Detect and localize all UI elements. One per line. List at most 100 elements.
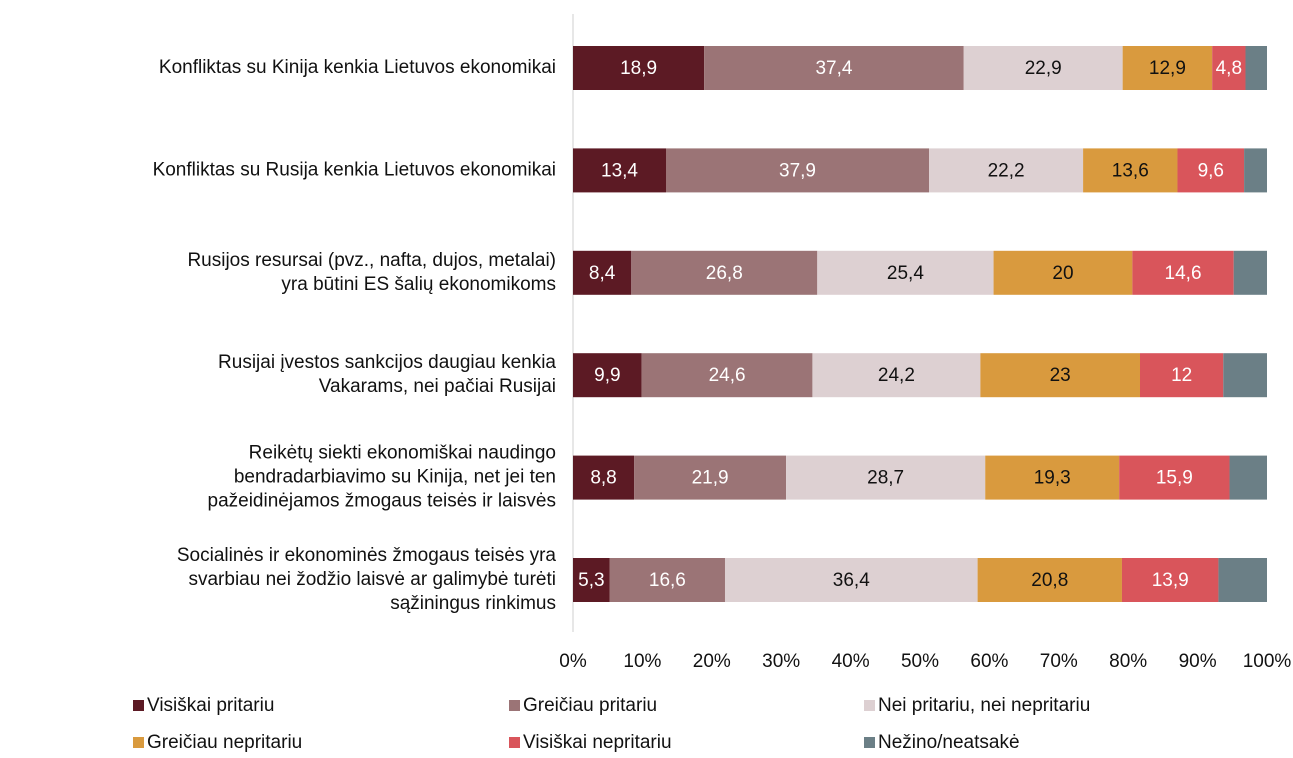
value-label: 9,9: [594, 365, 620, 386]
bar-segment: [980, 353, 1140, 398]
category-label: sąžiningus rinkimus: [390, 593, 556, 614]
bar-segment: [573, 148, 666, 193]
value-label: 5,3: [578, 570, 604, 591]
value-label: 8,4: [589, 263, 616, 284]
value-label: 23: [1050, 365, 1071, 386]
value-label: 20,8: [1031, 570, 1068, 591]
bar-segment: [573, 46, 705, 90]
x-tick-label: 50%: [901, 651, 939, 672]
value-label: 13,6: [1112, 160, 1149, 181]
bar-segment: [929, 148, 1084, 193]
bar-segment: [963, 46, 1123, 90]
bar-segment: [609, 558, 725, 602]
bar-segment: [573, 558, 610, 602]
category-label: Reikėtų siekti ekonomiškai naudingo: [249, 443, 556, 464]
value-label: 25,4: [887, 263, 924, 284]
legend-swatch: [509, 737, 520, 748]
bar-segment: [1083, 148, 1178, 193]
category-label: bendradarbiavimo su Kinija, net jei ten: [234, 467, 556, 488]
x-tick-label: 60%: [970, 651, 1008, 672]
value-label: 37,4: [815, 58, 852, 79]
legend-label: Greičiau nepritariu: [147, 732, 302, 753]
value-label: 24,6: [709, 365, 746, 386]
legend-label: Visiškai pritariu: [147, 695, 274, 716]
category-label: Vakarams, nei pačiai Rusijai: [319, 376, 556, 397]
bar-segment: [1218, 558, 1267, 602]
legend-swatch: [133, 700, 144, 711]
bar-segment: [573, 250, 632, 295]
x-tick-label: 90%: [1179, 651, 1217, 672]
bar-segment: [1177, 148, 1245, 193]
value-label: 26,8: [706, 263, 743, 284]
bar-segment: [1139, 353, 1224, 398]
bar-segment: [573, 353, 642, 398]
value-label: 12: [1171, 365, 1192, 386]
value-label: 16,6: [649, 570, 686, 591]
x-tick-label: 100%: [1243, 651, 1292, 672]
bar-segment: [985, 455, 1120, 500]
legend-swatch: [864, 737, 875, 748]
value-label: 24,2: [878, 365, 915, 386]
bar-segment: [1122, 46, 1213, 90]
category-label: Rusijos resursai (pvz., nafta, dujos, me…: [187, 250, 556, 271]
value-label: 15,9: [1156, 468, 1193, 489]
category-label: Rusijai įvestos sankcijos daugiau kenkia: [218, 352, 556, 373]
x-tick-label: 30%: [762, 651, 800, 672]
x-tick-label: 80%: [1109, 651, 1147, 672]
bar-segment: [977, 558, 1122, 602]
value-label: 37,9: [779, 160, 816, 181]
value-label: 9,6: [1198, 160, 1224, 181]
x-tick-label: 40%: [832, 651, 870, 672]
value-label: 12,9: [1149, 58, 1186, 79]
category-label: Socialinės ir ekonominės žmogaus teisės …: [177, 545, 557, 566]
bar-segment: [1132, 250, 1234, 295]
bar-segment: [817, 250, 994, 295]
value-label: 28,7: [867, 468, 904, 489]
bar-segment: [1119, 455, 1230, 500]
bar-segment: [1233, 250, 1267, 295]
value-label: 36,4: [833, 570, 870, 591]
bar-segment: [724, 558, 978, 602]
bar-segment: [665, 148, 930, 193]
value-label: 18,9: [620, 58, 657, 79]
value-label: 8,8: [590, 468, 616, 489]
legend-label: Visiškai nepritariu: [523, 732, 672, 753]
legend-swatch: [509, 700, 520, 711]
value-label: 22,2: [988, 160, 1025, 181]
bar-segment: [634, 455, 787, 500]
value-label: 22,9: [1025, 58, 1062, 79]
bar-segment: [631, 250, 818, 295]
legend-swatch: [133, 737, 144, 748]
x-tick-label: 10%: [623, 651, 661, 672]
legend-label: Greičiau pritariu: [523, 695, 657, 716]
category-label: yra būtini ES šalių ekonomikoms: [281, 274, 556, 295]
legend-label: Nežino/neatsakė: [878, 732, 1020, 753]
x-tick-label: 70%: [1040, 651, 1078, 672]
category-label: Konfliktas su Rusija kenkia Lietuvos eko…: [153, 159, 556, 180]
x-tick-label: 0%: [559, 651, 587, 672]
x-tick-label: 20%: [693, 651, 731, 672]
value-label: 13,4: [601, 160, 638, 181]
bar-segment: [1229, 455, 1267, 500]
bar-segment: [786, 455, 986, 500]
legend-label: Nei pritariu, nei nepritariu: [878, 695, 1090, 716]
value-label: 14,6: [1165, 263, 1202, 284]
value-label: 20: [1052, 263, 1073, 284]
bar-segment: [704, 46, 964, 90]
category-label: svarbiau nei žodžio laisvė ar galimybė t…: [188, 569, 556, 590]
value-label: 4,8: [1216, 58, 1242, 79]
value-label: 13,9: [1152, 570, 1189, 591]
bar-segment: [812, 353, 981, 398]
bar-segment: [1244, 148, 1267, 193]
bar-segment: [1223, 353, 1267, 398]
category-label: pažeidinėjamos žmogaus teisės ir laisvės: [208, 491, 557, 512]
legend-swatch: [864, 700, 875, 711]
bar-segment: [573, 455, 635, 500]
bar-segment: [641, 353, 813, 398]
value-label: 21,9: [692, 468, 729, 489]
value-label: 19,3: [1034, 468, 1071, 489]
bar-segment: [1245, 46, 1267, 90]
bar-segment: [993, 250, 1133, 295]
